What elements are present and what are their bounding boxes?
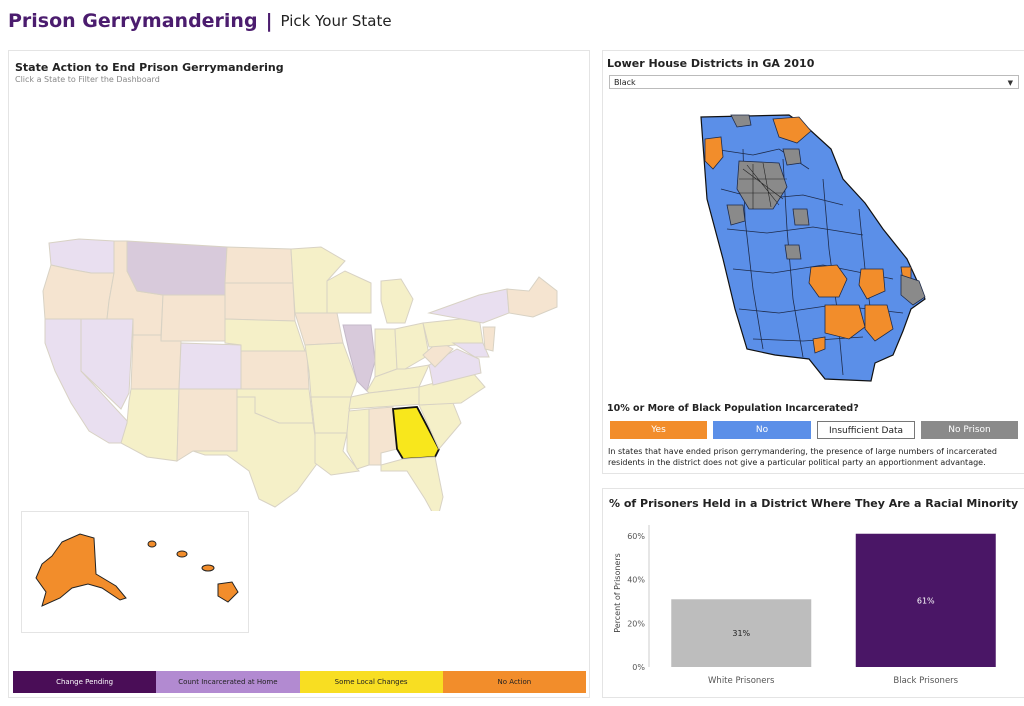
x-category-label: Black Prisoners	[893, 676, 958, 686]
state-wisconsin[interactable]	[326, 270, 372, 314]
race-dropdown-value: Black	[614, 78, 636, 87]
map-panel-subtitle: Click a State to Filter the Dashboard	[15, 75, 160, 84]
state-new-jersey[interactable]	[482, 326, 496, 352]
us-states-map[interactable]	[9, 51, 589, 511]
district-yes-south-2[interactable]	[864, 304, 894, 342]
legend-no-action: No Action	[442, 671, 586, 693]
state-south-dakota[interactable]	[224, 282, 296, 322]
state-alaska[interactable]	[35, 533, 127, 607]
district-yes-south-3[interactable]	[812, 336, 826, 354]
map-color-legend: Change Pending Count Incarcerated at Hom…	[13, 671, 586, 693]
state-montana[interactable]	[126, 240, 228, 296]
prisoner-bar-chart: Percent of Prisoners 0%20%40%60% 31%61% …	[613, 525, 996, 686]
race-dropdown[interactable]: Black ▼	[609, 75, 1019, 89]
district-yes-south-1[interactable]	[824, 304, 866, 340]
chevron-down-icon[interactable]: ▼	[1007, 79, 1013, 87]
title-separator: |	[265, 10, 273, 32]
dashboard-header: Prison Gerrymandering | Pick Your State	[8, 6, 392, 36]
state-alabama[interactable]	[368, 406, 398, 466]
chart-panel-title: % of Prisoners Held in a District Where …	[609, 497, 1019, 510]
bar-white-prisoners[interactable]	[671, 599, 812, 667]
state-wyoming[interactable]	[160, 294, 226, 342]
bar-value-label: 31%	[732, 629, 750, 638]
district-yes-central-2[interactable]	[858, 268, 886, 300]
district-yes-central-1[interactable]	[808, 264, 848, 298]
map-panel-title: State Action to End Prison Gerrymanderin…	[15, 61, 284, 74]
y-tick-label: 0%	[632, 663, 645, 672]
dashboard-subtitle: Pick Your State	[280, 12, 392, 30]
incarceration-question: 10% or More of Black Population Incarcer…	[607, 403, 859, 414]
x-category-label: White Prisoners	[708, 676, 775, 686]
state-oregon[interactable]	[42, 264, 115, 320]
hawaii-island-kauai	[147, 540, 157, 548]
alaska-hawaii-inset	[21, 511, 249, 633]
state-florida[interactable]	[380, 456, 444, 511]
legend-some-local-changes: Some Local Changes	[299, 671, 443, 693]
state-kansas[interactable]	[240, 350, 310, 390]
racial-minority-chart-panel: % of Prisoners Held in a District Where …	[602, 488, 1024, 698]
atlanta-metro-lines	[739, 162, 787, 209]
state-new-york[interactable]	[427, 288, 510, 324]
state-colorado[interactable]	[178, 342, 242, 390]
hawaii-island-maui	[201, 564, 215, 572]
district-panel-title: Lower House Districts in GA 2010	[607, 57, 815, 70]
apportionment-note: In states that have ended prison gerryma…	[608, 447, 997, 467]
state-new-mexico[interactable]	[176, 388, 238, 462]
state-utah[interactable]	[130, 334, 182, 390]
dashboard-title: Prison Gerrymandering	[8, 10, 258, 32]
district-yes-north[interactable]	[772, 116, 812, 144]
district-yes-nw[interactable]	[704, 136, 724, 170]
district-map-panel: Lower House Districts in GA 2010 Black ▼	[602, 50, 1024, 474]
state-hawaii[interactable]	[217, 581, 239, 603]
state-iowa[interactable]	[294, 312, 344, 346]
legend-change-pending: Change Pending	[13, 671, 157, 693]
state-michigan[interactable]	[380, 278, 414, 324]
state-arkansas[interactable]	[310, 396, 352, 434]
legend-yes[interactable]: Yes	[610, 421, 707, 439]
y-tick-label: 60%	[627, 532, 645, 541]
georgia-districts-map[interactable]	[603, 109, 1024, 399]
state-action-map-panel: State Action to End Prison Gerrymanderin…	[8, 50, 590, 698]
state-texas[interactable]	[192, 396, 320, 508]
state-new-england[interactable]	[506, 276, 558, 318]
legend-count-at-home: Count Incarcerated at Home	[156, 671, 300, 693]
atlanta-metro-districts[interactable]	[726, 114, 926, 306]
state-maryland[interactable]	[451, 342, 490, 358]
legend-insufficient-data[interactable]: Insufficient Data	[817, 421, 915, 439]
state-arizona[interactable]	[120, 388, 180, 462]
hawaii-island-oahu	[176, 550, 188, 558]
legend-no-prison[interactable]: No Prison	[921, 421, 1018, 439]
bar-value-label: 61%	[917, 596, 935, 605]
y-tick-label: 40%	[627, 576, 645, 585]
state-ohio[interactable]	[394, 322, 430, 370]
bar-black-prisoners[interactable]	[855, 533, 996, 667]
state-north-dakota[interactable]	[224, 246, 294, 284]
legend-no[interactable]: No	[713, 421, 811, 439]
alaska-hawaii-map[interactable]	[22, 512, 248, 632]
y-axis-label: Percent of Prisoners	[613, 553, 622, 633]
y-tick-label: 20%	[627, 619, 645, 628]
